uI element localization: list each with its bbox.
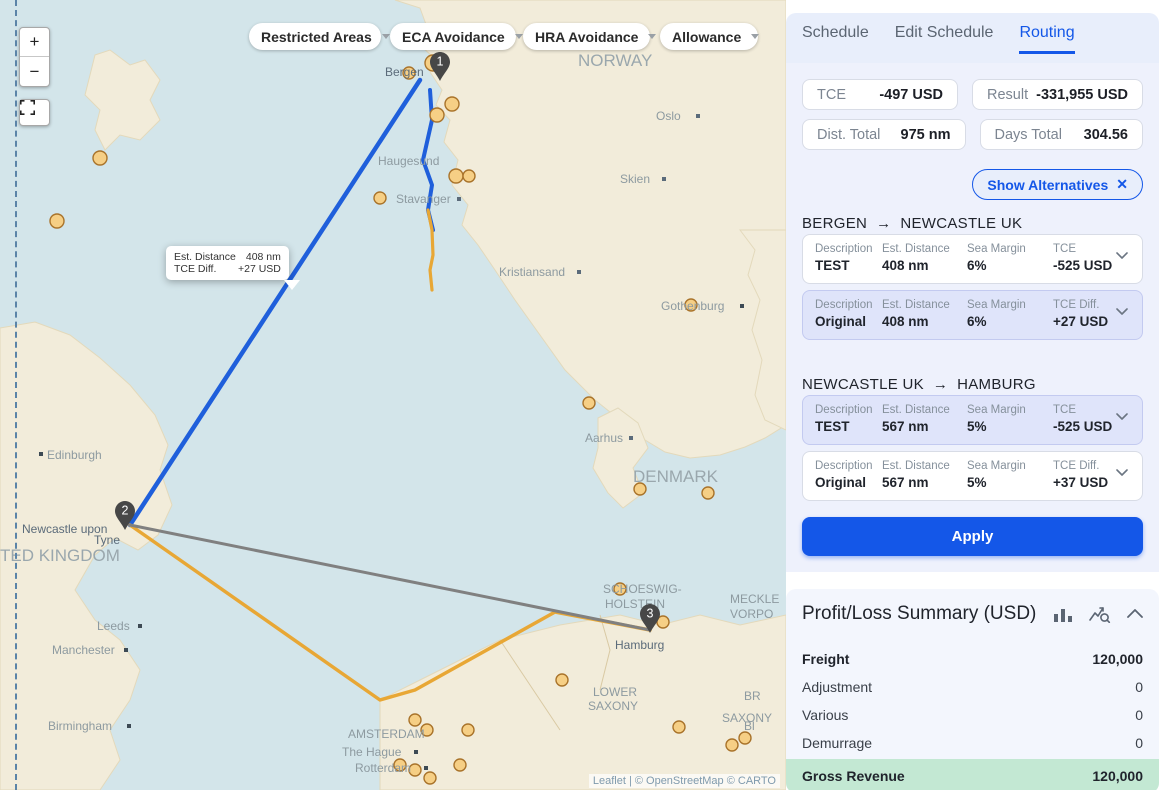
svg-text:Edinburgh: Edinburgh: [47, 448, 102, 462]
svg-text:TED KINGDOM: TED KINGDOM: [0, 546, 120, 565]
svg-text:AMSTERDAM: AMSTERDAM: [348, 727, 425, 741]
svg-text:Skien: Skien: [620, 172, 650, 186]
svg-text:Birmingham: Birmingham: [48, 719, 112, 733]
svg-text:Leeds: Leeds: [97, 619, 130, 633]
svg-text:NORWAY: NORWAY: [578, 51, 652, 70]
svg-text:Gothenburg: Gothenburg: [661, 299, 724, 313]
svg-text:Bergen: Bergen: [385, 65, 424, 79]
svg-text:3: 3: [647, 607, 654, 621]
svg-text:Manchester: Manchester: [52, 643, 115, 657]
svg-text:Kristiansand: Kristiansand: [499, 265, 565, 279]
svg-text:BR: BR: [744, 689, 761, 703]
svg-text:MECKLE: MECKLE: [730, 592, 779, 606]
svg-text:Bl: Bl: [744, 719, 755, 733]
svg-text:1: 1: [437, 55, 444, 69]
svg-text:VORPO: VORPO: [730, 607, 773, 621]
svg-text:2: 2: [122, 504, 129, 518]
svg-text:LOWER: LOWER: [593, 685, 637, 699]
svg-text:SAXONY: SAXONY: [588, 699, 638, 713]
svg-text:Hamburg: Hamburg: [615, 638, 664, 652]
svg-text:Tyne: Tyne: [94, 533, 120, 547]
svg-text:Aarhus: Aarhus: [585, 431, 623, 445]
svg-text:The Hague: The Hague: [342, 745, 402, 759]
svg-text:Stavanger: Stavanger: [396, 192, 451, 206]
svg-text:Oslo: Oslo: [656, 109, 681, 123]
svg-text:DENMARK: DENMARK: [633, 467, 719, 486]
svg-text:Rotterdam: Rotterdam: [355, 761, 411, 775]
svg-text:Haugesund: Haugesund: [378, 154, 439, 168]
svg-text:SCHOESWIG-: SCHOESWIG-: [603, 582, 682, 596]
